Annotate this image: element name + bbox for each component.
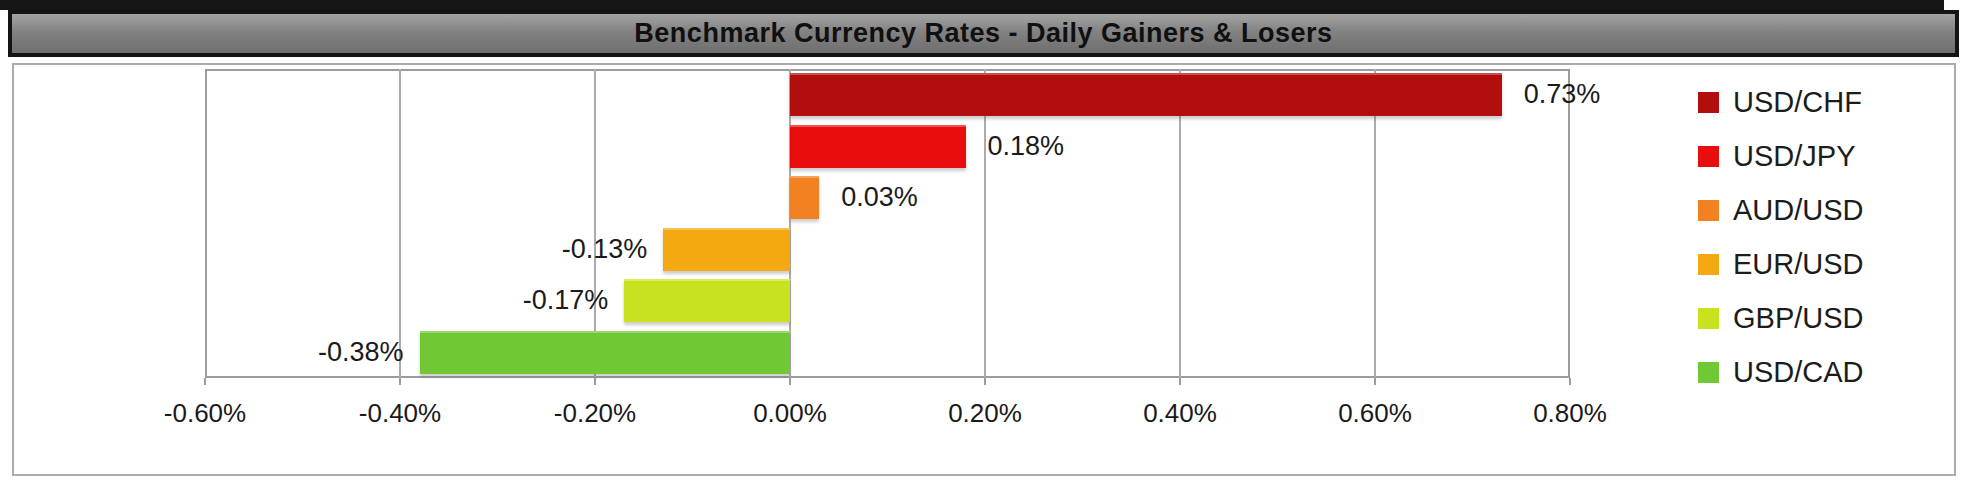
x-axis-tick-label: -0.40%	[330, 398, 470, 429]
bar-usd-cad	[420, 331, 791, 374]
legend-label: USD/CHF	[1733, 86, 1862, 119]
axis-tick-mark	[1569, 378, 1571, 385]
axis-tick-mark	[204, 378, 206, 385]
legend-swatch-icon	[1698, 308, 1719, 329]
x-axis-tick-label: 0.40%	[1110, 398, 1250, 429]
bar-value-label-eur-usd: -0.13%	[562, 228, 648, 271]
window-top-border	[0, 0, 1944, 10]
chart-legend: USD/CHF USD/JPY AUD/USD EUR/USD GBP/USD USD/C…	[1698, 75, 1864, 399]
axis-tick-mark	[1179, 378, 1181, 385]
x-axis-tick-label: -0.60%	[135, 398, 275, 429]
legend-swatch-icon	[1698, 254, 1719, 275]
legend-item-usd-chf: USD/CHF	[1698, 75, 1864, 129]
legend-item-usd-cad: USD/CAD	[1698, 345, 1864, 399]
legend-swatch-icon	[1698, 200, 1719, 221]
legend-swatch-icon	[1698, 92, 1719, 113]
legend-label: USD/JPY	[1733, 140, 1855, 173]
x-axis-tick-label: -0.20%	[525, 398, 665, 429]
legend-item-aud-usd: AUD/USD	[1698, 183, 1864, 237]
chart-title: Benchmark Currency Rates - Daily Gainers…	[634, 18, 1332, 49]
bar-value-label-usd-jpy: 0.18%	[988, 125, 1065, 168]
legend-item-gbp-usd: GBP/USD	[1698, 291, 1864, 345]
axis-tick-mark	[984, 378, 986, 385]
bar-gbp-usd	[624, 279, 790, 322]
x-axis-tick-label: 0.80%	[1500, 398, 1640, 429]
x-axis-tick-label: 0.60%	[1305, 398, 1445, 429]
legend-label: EUR/USD	[1733, 248, 1864, 281]
bar-usd-jpy	[790, 125, 966, 168]
legend-label: AUD/USD	[1733, 194, 1864, 227]
legend-item-usd-jpy: USD/JPY	[1698, 129, 1864, 183]
x-axis-tick-label: 0.00%	[720, 398, 860, 429]
bar-aud-usd	[790, 176, 819, 219]
legend-item-eur-usd: EUR/USD	[1698, 237, 1864, 291]
chart-title-bar: Benchmark Currency Rates - Daily Gainers…	[8, 10, 1959, 57]
legend-swatch-icon	[1698, 362, 1719, 383]
x-axis-tick-label: 0.20%	[915, 398, 1055, 429]
axis-tick-mark	[594, 378, 596, 385]
bar-value-label-usd-chf: 0.73%	[1524, 73, 1601, 116]
bar-value-label-usd-cad: -0.38%	[318, 331, 404, 374]
bar-usd-chf	[790, 73, 1502, 116]
bar-eur-usd	[663, 228, 790, 271]
bar-value-label-aud-usd: 0.03%	[841, 176, 918, 219]
legend-label: USD/CAD	[1733, 356, 1864, 389]
axis-tick-mark	[1374, 378, 1376, 385]
legend-label: GBP/USD	[1733, 302, 1864, 335]
legend-swatch-icon	[1698, 146, 1719, 167]
axis-tick-mark	[789, 378, 791, 385]
bar-value-label-gbp-usd: -0.17%	[523, 279, 609, 322]
axis-tick-mark	[399, 378, 401, 385]
